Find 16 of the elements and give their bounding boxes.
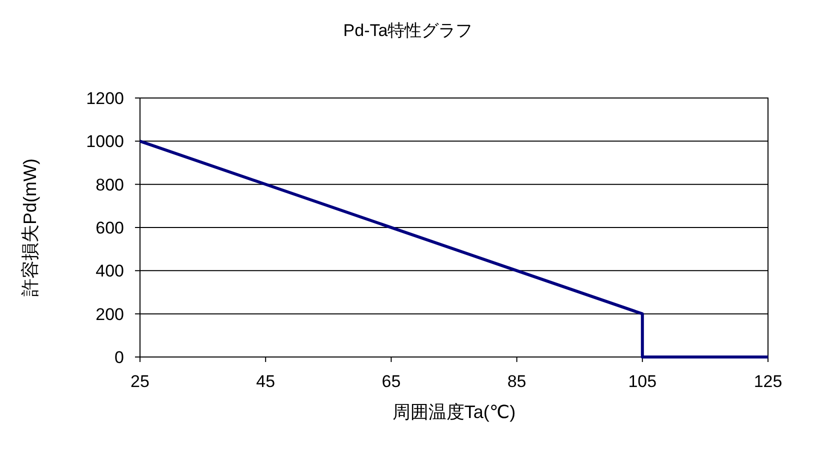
y-tick-label: 1000 — [86, 132, 124, 152]
y-tick-label: 800 — [96, 175, 124, 194]
y-tick-label: 400 — [96, 262, 124, 281]
y-tick-label: 600 — [96, 218, 124, 238]
y-tick-label: 1200 — [86, 89, 124, 108]
y-tick-label: 200 — [96, 304, 124, 324]
x-tick-label: 65 — [382, 372, 401, 391]
x-tick-label: 105 — [628, 372, 657, 391]
y-tick-label: 0 — [114, 348, 124, 367]
x-tick-label: 25 — [130, 372, 150, 391]
x-tick-label: 45 — [256, 372, 276, 391]
y-axis-title: 許容損失Pd(mW) — [20, 158, 40, 296]
chart-title: Pd-Ta特性グラフ — [343, 21, 473, 40]
x-tick-label: 85 — [507, 372, 526, 391]
x-axis-title: 周囲温度Ta(℃) — [392, 402, 516, 422]
x-tick-label: 125 — [754, 372, 782, 391]
